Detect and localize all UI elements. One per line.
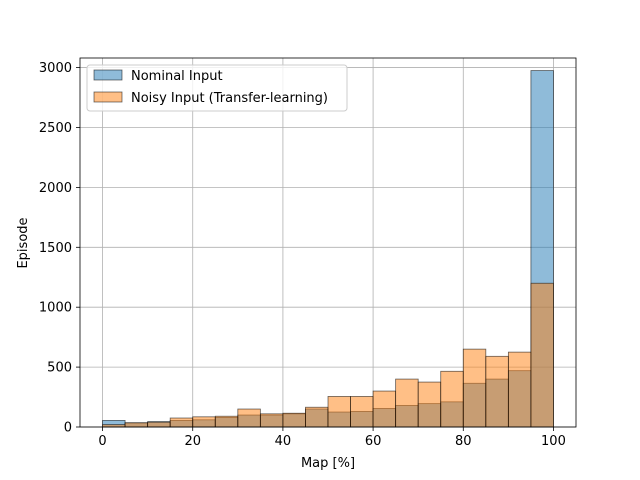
y-tick-label: 3000: [39, 61, 72, 76]
noisy-bar: [507, 351, 532, 428]
noisy-bar: [147, 421, 171, 428]
y-tick-label: 2000: [39, 181, 72, 196]
noisy-bar: [305, 406, 329, 428]
noisy-bar: [485, 355, 509, 428]
noisy-bar: [259, 413, 284, 428]
x-axis-label: Map [%]: [301, 456, 355, 471]
noisy-bar: [372, 390, 397, 428]
y-tick-label: 500: [47, 361, 72, 376]
x-tick-label: 80: [455, 434, 472, 449]
y-axis-label: Episode: [16, 217, 31, 268]
histogram-bars: [102, 70, 554, 428]
x-tick-label: 0: [98, 434, 106, 449]
noisy-bar: [395, 378, 419, 428]
noisy-bar: [530, 282, 554, 428]
noisy-bar: [169, 417, 194, 428]
noisy-bar: [214, 415, 239, 428]
x-tick-label: 60: [365, 434, 382, 449]
legend-swatch-nominal: [93, 69, 123, 81]
y-tick-label: 1000: [39, 301, 72, 316]
noisy-bar: [282, 412, 306, 428]
legend-frame: [86, 64, 348, 112]
legend-label-noisy: Noisy Input (Transfer-learning): [131, 91, 328, 106]
noisy-bar: [417, 381, 442, 428]
noisy-bar: [327, 396, 351, 428]
legend-label-nominal: Nominal Input: [131, 69, 223, 84]
noisy-bar: [440, 370, 464, 428]
legend-swatch-noisy: [93, 91, 123, 103]
x-tick-label: 100: [541, 434, 566, 449]
legend: Nominal Input Noisy Input (Transfer-lear…: [86, 64, 348, 112]
x-tick-label: 20: [184, 434, 201, 449]
y-tick-label: 2500: [39, 121, 72, 136]
x-tick-label: 40: [275, 434, 292, 449]
plot-frame: [79, 57, 577, 428]
y-tick-label: 0: [64, 421, 72, 436]
noisy-bar: [350, 396, 374, 428]
noisy-bar: [124, 422, 149, 428]
noisy-bar: [462, 348, 487, 428]
noisy-bar: [237, 408, 261, 428]
y-tick-label: 1500: [39, 241, 72, 256]
noisy-bar: [192, 416, 216, 428]
